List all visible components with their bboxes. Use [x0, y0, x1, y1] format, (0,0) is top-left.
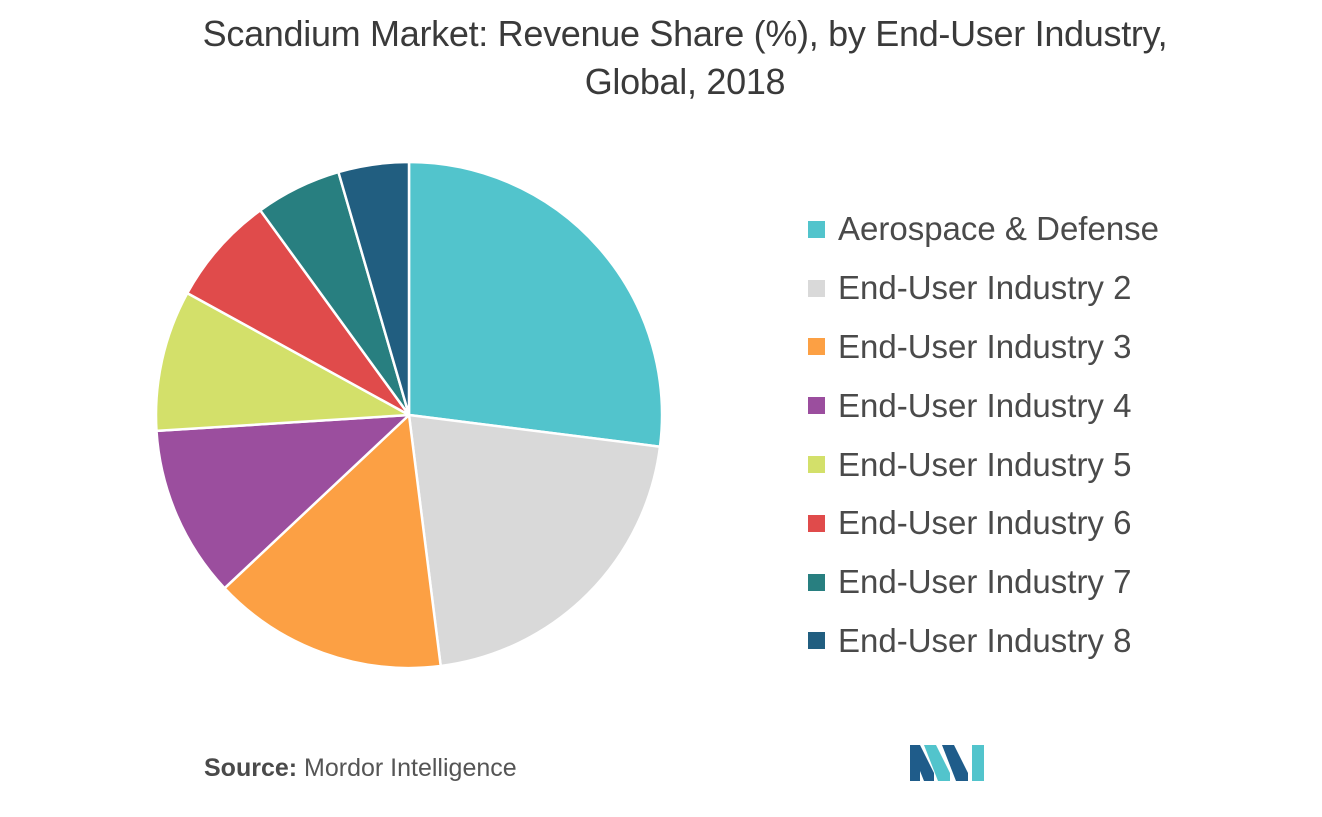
legend-label: End-User Industry 5	[838, 445, 1132, 483]
legend-label: End-User Industry 6	[838, 504, 1132, 542]
pie-slice-4	[155, 413, 411, 590]
legend-label: Aerospace & Defense	[838, 210, 1160, 248]
mordor-intelligence-logo-icon	[910, 745, 984, 781]
chart-legend: Aerospace & Defense End-User Industry 2 En…	[808, 200, 1159, 670]
legend-label: End-User Industry 2	[838, 269, 1132, 307]
legend-swatch	[808, 632, 825, 650]
legend-swatch	[808, 456, 825, 474]
pie-slices	[154, 160, 664, 670]
pie-slice-6	[186, 209, 411, 417]
pie-slice-5	[154, 291, 411, 433]
legend-swatch	[808, 220, 825, 238]
legend-swatch	[808, 514, 825, 532]
legend-swatch	[808, 279, 825, 297]
legend-swatch	[808, 338, 825, 356]
legend-item-7: End-User Industry 7	[808, 553, 1159, 612]
pie-slice-2	[407, 413, 662, 668]
pie-slice-3	[223, 413, 442, 670]
pie-slice-1	[407, 160, 664, 448]
chart-title-line2: Global, 2018	[584, 61, 786, 102]
legend-item-2: End-User Industry 2	[808, 259, 1159, 318]
legend-label: End-User Industry 7	[838, 563, 1132, 601]
legend-item-5: End-User Industry 5	[808, 435, 1159, 494]
legend-swatch	[808, 397, 825, 415]
pie-slice-8	[337, 160, 411, 417]
legend-label: End-User Industry 4	[838, 386, 1132, 424]
legend-item-8: End-User Industry 8	[808, 612, 1159, 671]
legend-item-6: End-User Industry 6	[808, 494, 1159, 553]
legend-item-4: End-User Industry 4	[808, 376, 1159, 435]
chart-title: Scandium Market: Revenue Share (%), by E…	[0, 10, 1322, 106]
legend-label: End-User Industry 8	[838, 621, 1132, 659]
source-note: Source: Mordor Intelligence	[204, 754, 517, 783]
legend-item-1: Aerospace & Defense	[808, 200, 1159, 259]
source-text: Mordor Intelligence	[304, 754, 517, 782]
source-prefix: Source:	[204, 754, 298, 782]
legend-label: End-User Industry 3	[838, 327, 1132, 365]
legend-swatch	[808, 573, 825, 591]
legend-item-3: End-User Industry 3	[808, 318, 1159, 377]
chart-title-line1: Scandium Market: Revenue Share (%), by E…	[202, 13, 1168, 54]
